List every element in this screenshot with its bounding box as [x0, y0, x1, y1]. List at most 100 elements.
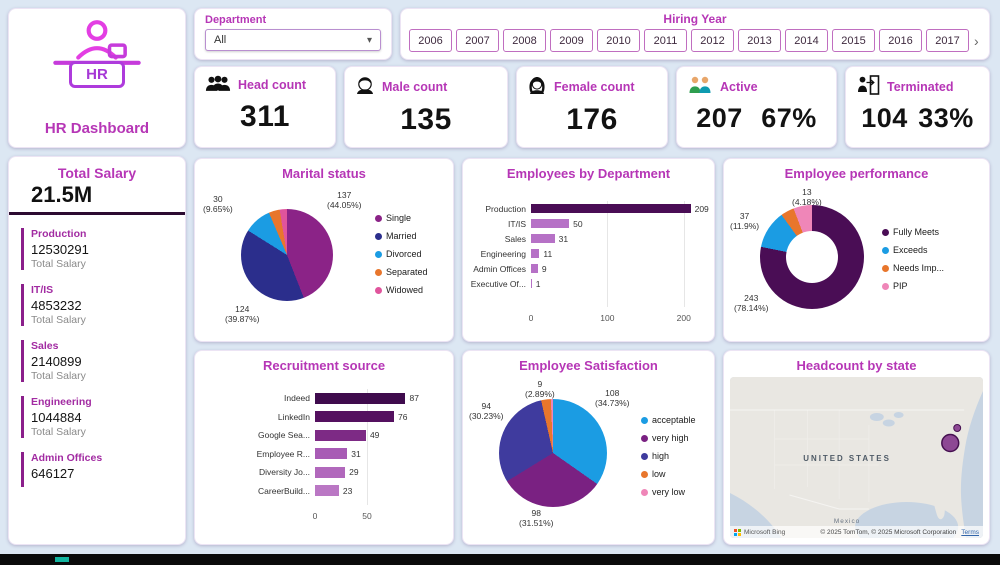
performance-pie[interactable]: [760, 205, 864, 309]
kpi-value: 104: [861, 103, 908, 133]
legend-item[interactable]: Fully Meets: [882, 227, 944, 237]
hiring-year-button[interactable]: 2015: [832, 29, 875, 52]
bar[interactable]: [315, 448, 348, 460]
data-label: 37 (11.9%): [730, 211, 760, 232]
legend-item[interactable]: Needs Imp...: [882, 263, 944, 273]
category-label: Indeed: [284, 393, 310, 404]
female-face-icon: [527, 75, 547, 98]
axis-tick-label: 200: [676, 313, 691, 323]
legend-item[interactable]: Exceeds: [882, 245, 944, 255]
recruitment-source-chart[interactable]: 0 50 Indeed 87 LinkedIn 76 Google Sea... 49 Empl…: [201, 379, 447, 538]
category-label: Engineering: [480, 248, 526, 259]
legend-dot: [641, 416, 648, 424]
person-at-desk-icon: [53, 20, 141, 65]
hiring-year-button[interactable]: 2010: [597, 29, 640, 52]
hiring-year-button[interactable]: 2016: [879, 29, 922, 52]
data-label: 243 (78.14%): [734, 293, 769, 314]
bar[interactable]: [315, 411, 395, 423]
employee-satisfaction-chart[interactable]: 108 (34.73%) 98 (31.51%) 94 (30.23%) 9 (2.89%) a…: [469, 379, 708, 538]
salary-item-sales[interactable]: Sales 2140899 Total Salary: [21, 340, 175, 382]
legend-item[interactable]: Married: [375, 231, 428, 241]
value-label: 31: [351, 448, 361, 459]
hiring-year-button[interactable]: 2012: [691, 29, 734, 52]
salary-value: 12530291: [31, 242, 89, 257]
salary-label: Total Salary: [31, 258, 86, 270]
hiring-year-button[interactable]: 2006: [409, 29, 452, 52]
data-label: 108 (34.73%): [595, 388, 630, 409]
hiring-year-list: 2006 2007 2008 2009 2010 2011 2012 2013 2014 2015…: [409, 29, 981, 52]
page-tab-indicator[interactable]: [55, 557, 69, 562]
chevron-right-icon[interactable]: ›: [974, 32, 979, 49]
department-slicer-card: Department All ▾: [194, 8, 392, 60]
legend-item[interactable]: PIP: [882, 281, 944, 291]
state-bubble[interactable]: [941, 433, 960, 453]
satisfaction-pie[interactable]: [499, 399, 607, 507]
department-name: Production: [31, 228, 87, 240]
bar-row: Executive Of... 1: [469, 276, 708, 291]
bar[interactable]: [531, 233, 555, 244]
bar[interactable]: [315, 429, 366, 441]
hiring-year-button[interactable]: 2011: [644, 29, 687, 52]
legend-item[interactable]: Single: [375, 213, 428, 223]
bar[interactable]: [315, 392, 406, 404]
legend-item[interactable]: Widowed: [375, 285, 428, 295]
bar-track: 31: [531, 234, 699, 244]
legend-item[interactable]: acceptable: [641, 415, 696, 425]
category-label: Sales: [504, 233, 526, 244]
bar-track: 31: [315, 448, 419, 460]
hiring-year-button[interactable]: 2008: [503, 29, 546, 52]
bar[interactable]: [531, 203, 691, 214]
category-label: CareerBuild...: [258, 485, 310, 496]
bar[interactable]: [315, 485, 339, 497]
bar-track: 49: [315, 429, 419, 441]
employees-by-department-chart[interactable]: 0 100 200 Production 209 IT/IS 50 Sales 31 Engine…: [469, 187, 709, 335]
category-label: Google Sea...: [258, 430, 310, 441]
salary-item-production[interactable]: Production 12530291 Total Salary: [21, 228, 175, 270]
hiring-year-button[interactable]: 2014: [785, 29, 828, 52]
legend-item[interactable]: very low: [641, 487, 696, 497]
map-attribution: Microsoft Bing © 2025 TomTom, © 2025 Mic…: [730, 526, 983, 538]
legend-dot: [375, 250, 382, 258]
chart-legend: acceptable very high high low very low: [641, 415, 696, 505]
total-salary-panel: Total Salary 21.5M Production 12530291 T…: [8, 156, 186, 545]
hiring-year-button[interactable]: 2017: [926, 29, 969, 52]
salary-item-engineering[interactable]: Engineering 1044884 Total Salary: [21, 396, 175, 438]
bar[interactable]: [531, 218, 570, 229]
marital-pie[interactable]: [241, 209, 333, 301]
marital-status-chart[interactable]: 137 (44.05%) 124 (39.87%) 30 (9.65%) Single Mar…: [201, 187, 447, 335]
bar[interactable]: [531, 248, 540, 259]
legend-item[interactable]: Separated: [375, 267, 428, 277]
legend-dot: [641, 470, 648, 478]
legend-label: Exceeds: [893, 245, 928, 255]
bar-row: LinkedIn 76: [201, 408, 447, 427]
hiring-year-button[interactable]: 2007: [456, 29, 499, 52]
hiring-year-button[interactable]: 2009: [550, 29, 593, 52]
page-navigation-bar[interactable]: [0, 554, 1000, 565]
legend-label: Fully Meets: [893, 227, 940, 237]
total-salary-title: Total Salary: [57, 165, 137, 181]
value-label: 87: [409, 393, 419, 404]
department-dropdown[interactable]: All ▾: [205, 29, 381, 51]
salary-item-itis[interactable]: IT/IS 4853232 Total Salary: [21, 284, 175, 326]
bar-track: 9: [531, 264, 699, 274]
employee-performance-chart[interactable]: 243 (78.14%) 37 (11.9%) 13 (4.18%) Fully Meets…: [730, 187, 983, 335]
hr-logo-plate: HR: [69, 61, 125, 88]
hiring-year-button[interactable]: 2013: [738, 29, 781, 52]
bar[interactable]: [531, 263, 538, 274]
bar[interactable]: [315, 466, 346, 478]
bar[interactable]: [531, 278, 532, 289]
legend-item[interactable]: Divorced: [375, 249, 428, 259]
legend-item[interactable]: very high: [641, 433, 696, 443]
data-label: 30 (9.65%): [203, 194, 233, 215]
salary-item-admin-offices[interactable]: Admin Offices 646127: [21, 452, 175, 487]
legend-item[interactable]: high: [641, 451, 696, 461]
value-label: 11: [543, 248, 553, 259]
legend-item[interactable]: low: [641, 469, 696, 479]
bar-track: 76: [315, 411, 419, 423]
terms-link[interactable]: Terms: [961, 528, 979, 536]
state-bubble-small[interactable]: [953, 424, 962, 432]
headcount-by-state-card: Headcount by state UNITED STATES Mexico: [723, 350, 990, 545]
us-map[interactable]: UNITED STATES Mexico Microsoft Bing © 20…: [730, 377, 983, 538]
people-icon: [205, 75, 231, 95]
legend-label: high: [652, 451, 670, 461]
